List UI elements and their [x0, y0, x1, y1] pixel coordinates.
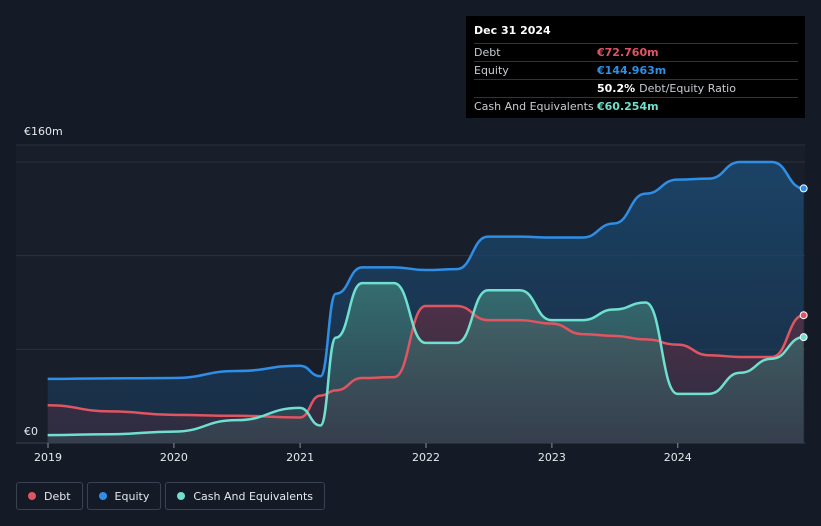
- legend-dot-icon: [98, 492, 107, 500]
- tooltip-value: 50.2%: [597, 82, 636, 95]
- x-tick-label: 2024: [664, 451, 692, 464]
- series-areas: [47, 162, 804, 443]
- tooltip-label: Equity: [474, 64, 509, 77]
- series-endpoints: [799, 184, 808, 342]
- tooltip-row-cash: Cash And Equivalents €60.254m: [474, 97, 798, 115]
- y-axis: €160m €0: [24, 125, 63, 438]
- legend-item-equity[interactable]: Equity: [86, 482, 162, 510]
- equity-endpoint: [799, 184, 808, 193]
- equity-line: [47, 160, 804, 381]
- legend-label: Debt: [44, 489, 71, 503]
- cash-and-equivalents-line: [47, 281, 804, 437]
- debt-endpoint: [799, 311, 808, 320]
- cash-and-equivalents-endpoint: [799, 333, 808, 342]
- tooltip-value: €144.963m: [597, 64, 667, 77]
- legend: Debt Equity Cash And Equivalents: [16, 482, 325, 510]
- x-tick-label: 2023: [538, 451, 566, 464]
- tooltip-row-ratio: 50.2% Debt/Equity Ratio: [474, 79, 798, 97]
- x-tick-label: 2020: [160, 451, 188, 464]
- tooltip-label: Cash And Equivalents: [474, 100, 594, 113]
- tooltip-ratio-label: Debt/Equity Ratio: [639, 82, 736, 95]
- x-tick-label: 2022: [412, 451, 440, 464]
- x-tick-label: 2019: [34, 451, 62, 464]
- series-lines: [47, 160, 804, 437]
- tooltip-value: €72.760m: [597, 46, 659, 59]
- tooltip-row-equity: Equity €144.963m: [474, 61, 798, 79]
- tooltip-row-debt: Debt €72.760m: [474, 43, 798, 61]
- x-axis: 2019 2020 2021 2022 2023 2024: [16, 442, 805, 464]
- y-tick-label-zero: €0: [24, 425, 38, 438]
- tooltip-panel: Dec 31 2024 Debt €72.760m Equity €144.96…: [466, 16, 805, 118]
- legend-label: Cash And Equivalents: [193, 489, 313, 503]
- legend-item-cash[interactable]: Cash And Equivalents: [165, 482, 325, 510]
- tooltip-date: Dec 31 2024: [474, 24, 551, 37]
- legend-item-debt[interactable]: Debt: [16, 482, 83, 510]
- legend-dot-icon: [177, 492, 186, 500]
- tooltip-value: €60.254m: [597, 100, 659, 113]
- y-tick-label-top: €160m: [24, 125, 63, 138]
- x-tick-label: 2021: [286, 451, 314, 464]
- cash-and-equivalents-area: [47, 283, 804, 443]
- tooltip-label: Debt: [474, 46, 501, 59]
- legend-label: Equity: [114, 489, 150, 503]
- legend-dot-icon: [28, 492, 36, 500]
